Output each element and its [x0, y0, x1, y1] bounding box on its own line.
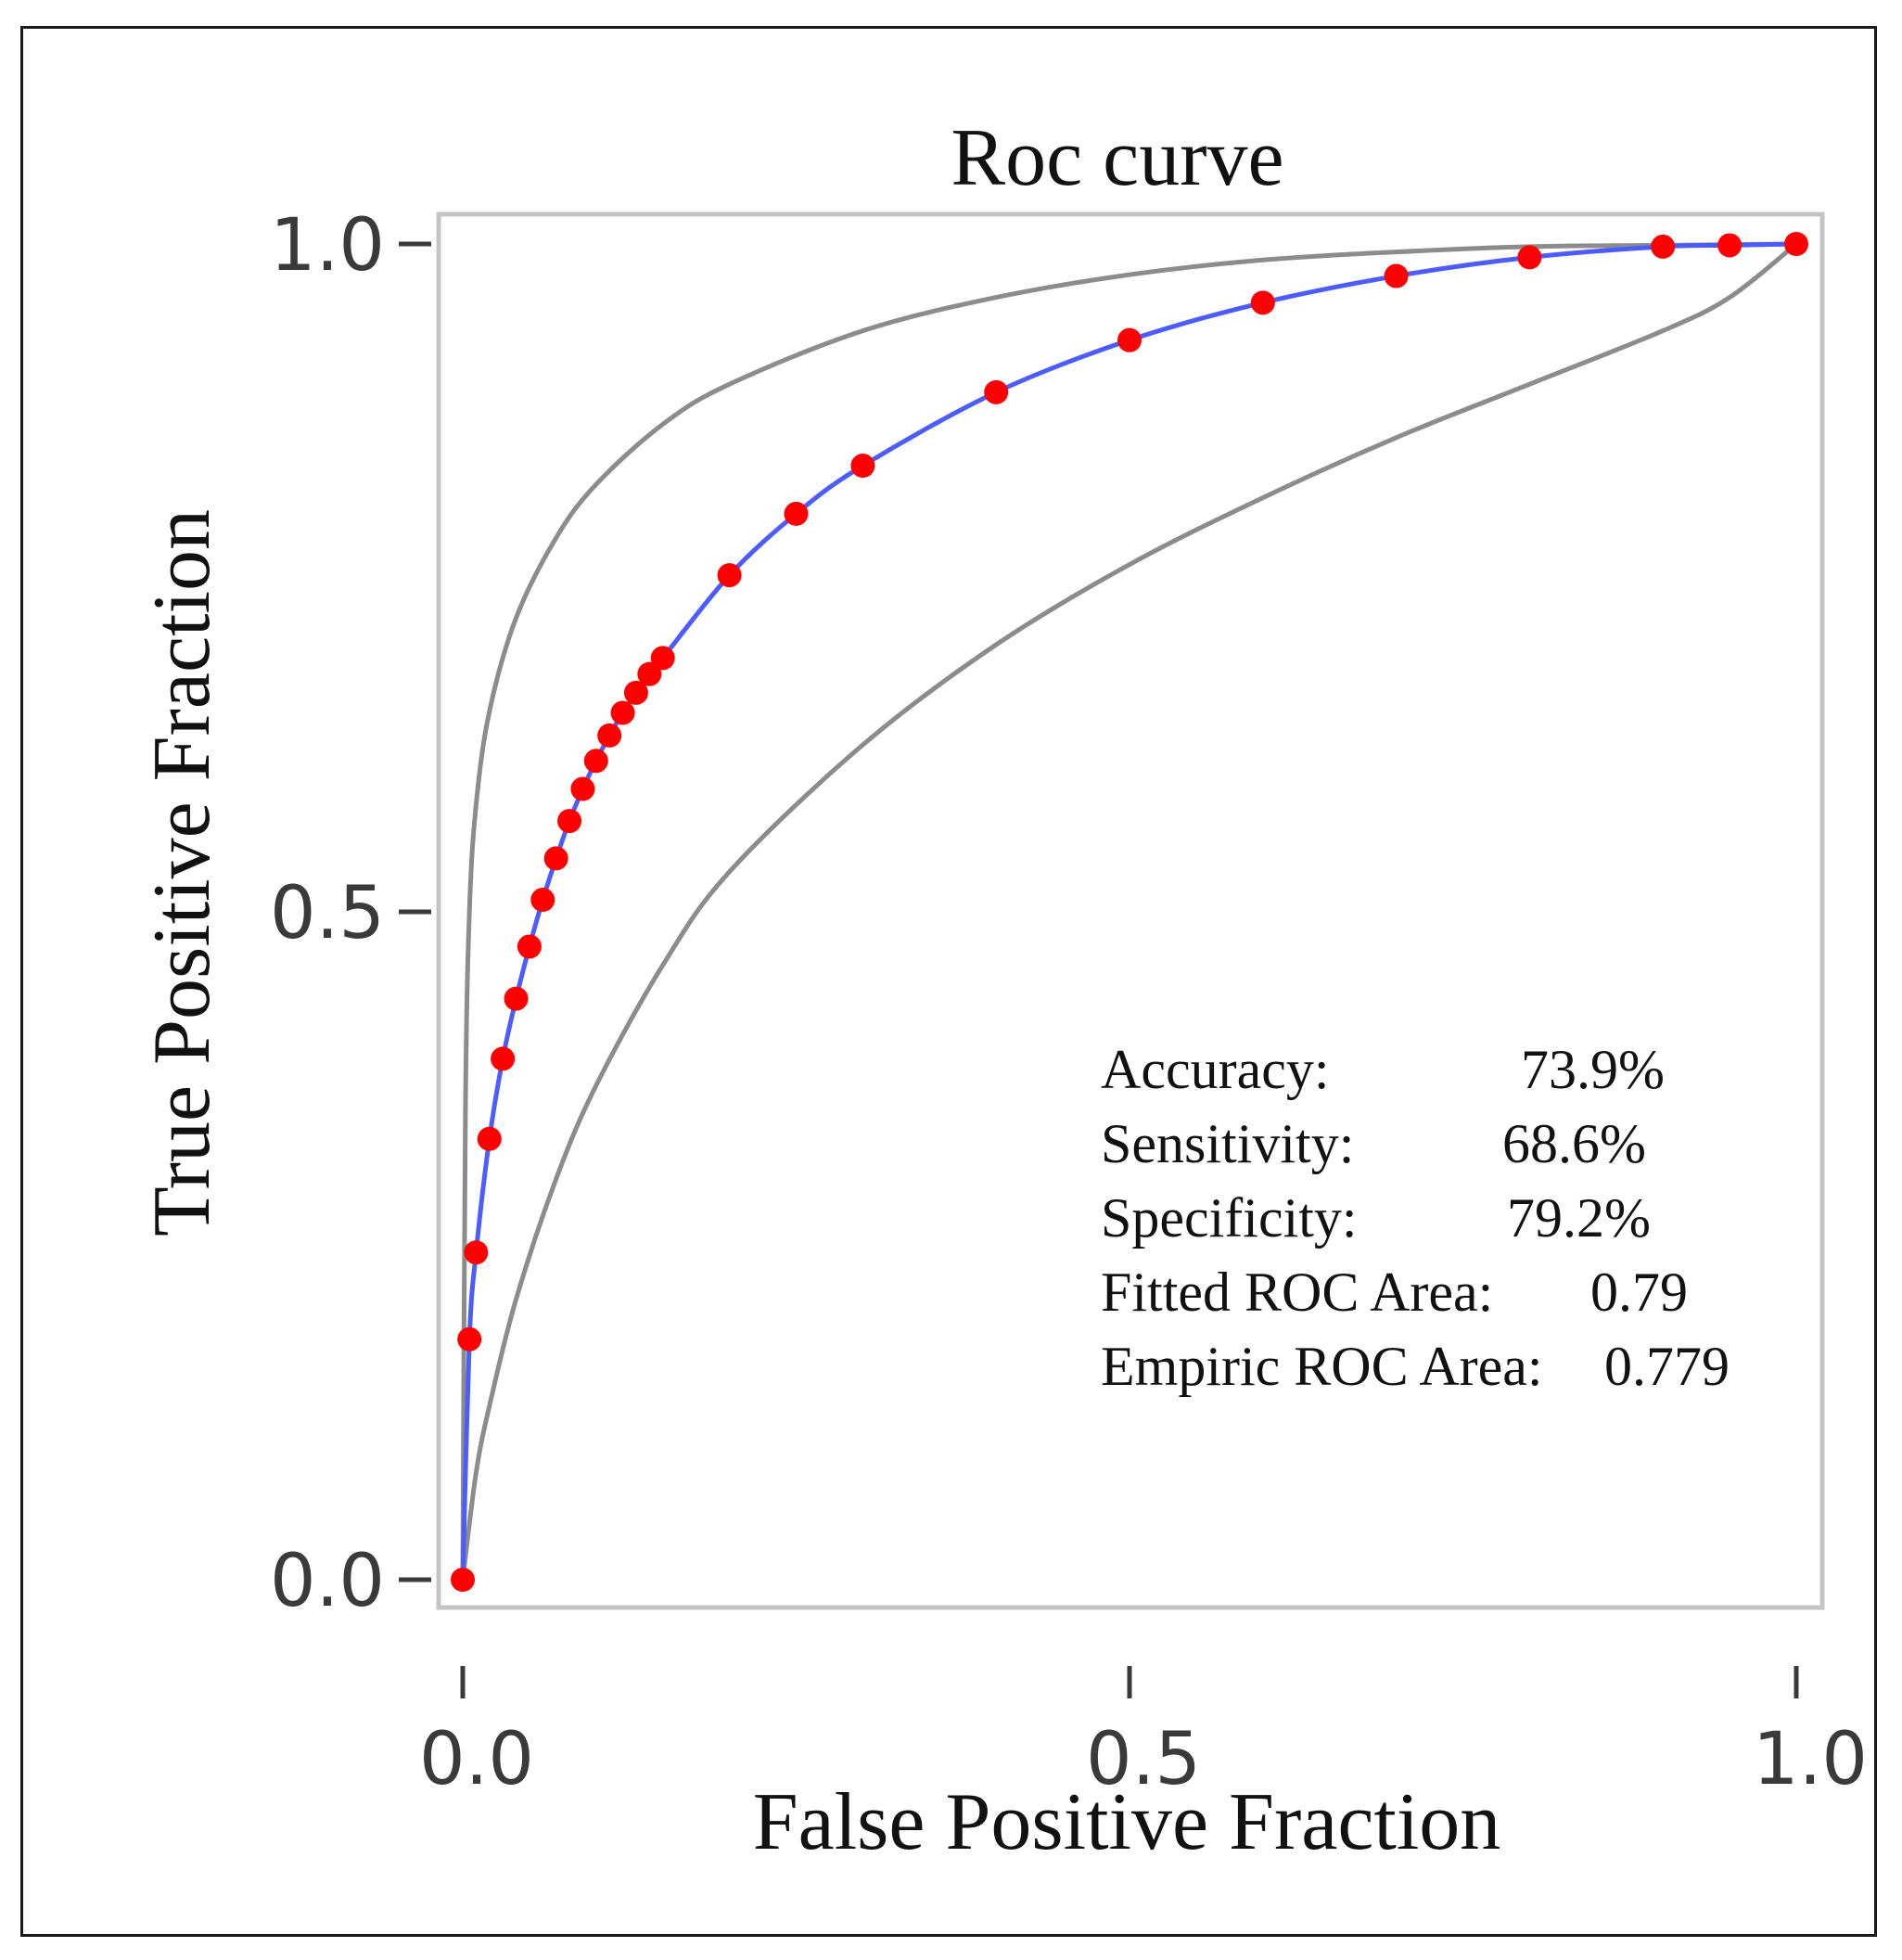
figure-frame: Roc curve 0.0 0.5 1.0 0.0 0.5 1.0 Accuracy: 73…	[20, 26, 1877, 1937]
roc-point	[457, 1326, 482, 1352]
stat-value: 0.779	[1604, 1336, 1730, 1397]
roc-point	[717, 563, 742, 588]
stat-value: 79.2%	[1507, 1187, 1651, 1249]
y-tick-label: 0.5	[270, 872, 385, 955]
chart-title: Roc curve	[951, 113, 1283, 203]
roc-point	[583, 749, 608, 774]
roc-point	[610, 700, 635, 725]
roc-point	[1784, 232, 1808, 256]
roc-point	[984, 379, 1009, 404]
stat-value: 0.79	[1590, 1262, 1688, 1323]
roc-point	[1651, 234, 1676, 259]
roc-point	[504, 986, 529, 1011]
roc-points	[451, 232, 1808, 1592]
stat-value: 73.9%	[1521, 1039, 1665, 1100]
plot-area	[436, 211, 1825, 1610]
x-tick-label: 0.0	[419, 1718, 534, 1801]
stat-label: Fitted ROC Area:	[1101, 1262, 1493, 1323]
roc-point	[477, 1126, 502, 1151]
roc-point	[623, 680, 648, 705]
roc-point	[464, 1240, 489, 1265]
roc-point	[543, 846, 568, 871]
roc-chart: Roc curve 0.0 0.5 1.0 0.0 0.5 1.0 Accuracy: 73…	[137, 113, 1868, 1867]
stat-label: Specificity:	[1101, 1187, 1358, 1249]
roc-point	[1717, 233, 1742, 258]
stat-label: Sensitivity:	[1101, 1113, 1354, 1174]
x-axis-label: False Positive Fraction	[753, 1777, 1501, 1867]
upper-bound-line	[460, 241, 1797, 1581]
lower-bound-line	[460, 242, 1798, 1581]
stat-label: Accuracy:	[1101, 1039, 1330, 1100]
roc-point	[1250, 290, 1275, 315]
y-tick-label: 0.0	[270, 1540, 385, 1623]
x-tick-label: 0.5	[1086, 1718, 1201, 1801]
roc-point	[650, 646, 675, 671]
roc-point	[557, 809, 582, 834]
stat-value: 68.6%	[1502, 1113, 1646, 1174]
roc-point	[1517, 245, 1542, 270]
stat-label: Empiric ROC Area:	[1101, 1336, 1543, 1397]
roc-point	[517, 934, 542, 959]
y-axis-label: True Positive Fraction	[137, 509, 227, 1236]
roc-point	[850, 454, 875, 479]
roc-point	[597, 723, 622, 748]
confidence-bands	[460, 241, 1798, 1581]
x-tick-label: 1.0	[1753, 1718, 1868, 1801]
roc-point	[1117, 327, 1142, 352]
roc-point	[530, 888, 555, 913]
y-tick-label: 1.0	[270, 204, 385, 288]
roc-point	[637, 661, 662, 686]
roc-point	[570, 776, 595, 801]
roc-point	[784, 501, 809, 526]
roc-point	[451, 1568, 475, 1592]
roc-point	[491, 1046, 516, 1071]
stats-annotation: Accuracy: 73.9% Sensitivity: 68.6% Specifici…	[1101, 1039, 1730, 1397]
axis-ticks: 0.0 0.5 1.0 0.0 0.5 1.0	[270, 204, 1868, 1801]
roc-point	[1384, 263, 1409, 288]
